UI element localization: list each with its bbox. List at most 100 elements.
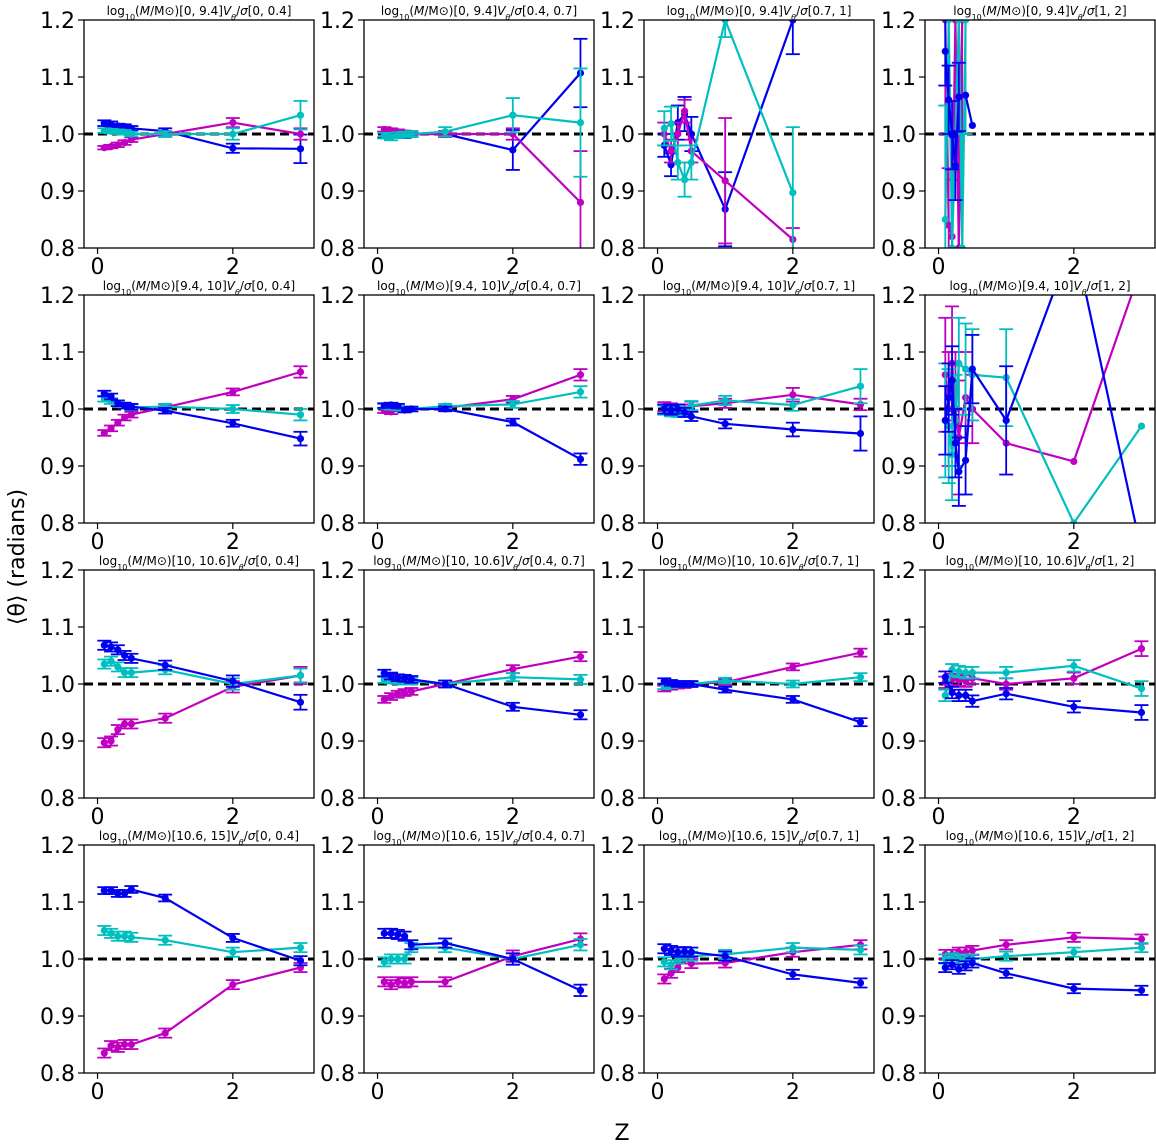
series-line [384, 403, 582, 461]
y-tick-label: 0.9 [600, 1005, 635, 1030]
y-tick-label: 1.2 [320, 559, 355, 584]
panel-grid: 0.8 0.9 1.0 1.1 1.2 0 2 log10(M/M⊙)[0, 9.4]Vθ/σ… [40, 4, 1156, 1105]
y-tick-label: 0.8 [600, 237, 635, 262]
y-tick-label: 0.9 [40, 730, 75, 755]
data-point [856, 649, 865, 657]
series-line [384, 128, 582, 204]
data-point [100, 739, 108, 747]
data-point [1137, 708, 1146, 717]
y-tick-label: 1.0 [600, 398, 635, 423]
x-tick-label: 0 [932, 1080, 946, 1105]
panel-frame [643, 569, 875, 799]
y-tick-label: 1.1 [320, 341, 355, 366]
panel: 0.8 0.9 1.0 1.1 1.2 0 2 log10(M/M⊙)[10.6, 15]Vθ… [40, 829, 315, 1105]
data-point [229, 144, 237, 152]
y-tick-label: 1.2 [40, 559, 75, 584]
data-point [955, 20, 963, 24]
data-point [941, 691, 949, 700]
data-point [394, 978, 402, 986]
y-tick-label: 0.9 [600, 455, 635, 480]
data-point [407, 941, 415, 949]
panel-title: log10(M/M⊙)[10, 10.6]Vθ/σ[0.4, 0.7] [373, 554, 585, 572]
series-group [97, 885, 308, 1059]
data-point [441, 405, 449, 413]
panel-title: log10(M/M⊙)[9.4, 10]Vθ/σ[0, 0.4] [103, 279, 296, 297]
y-tick-label: 1.0 [320, 948, 355, 973]
panel-frame [363, 19, 595, 249]
data-point [1070, 948, 1078, 956]
data-point [1070, 933, 1078, 941]
panel: 0.8 0.9 1.0 1.1 1.2 0 2 log10(M/M⊙)[10, 10.6]Vθ… [881, 554, 1156, 830]
data-point [296, 411, 305, 419]
data-point [789, 970, 797, 978]
data-point [1070, 519, 1078, 523]
y-tick-label: 1.2 [40, 9, 75, 34]
data-point [296, 111, 305, 119]
y-tick-label: 0.8 [320, 787, 355, 812]
data-point [576, 371, 585, 379]
data-point [968, 697, 976, 705]
y-tick-label: 0.9 [320, 730, 355, 755]
data-point [161, 894, 169, 902]
data-point [856, 382, 865, 390]
y-tick-label: 1.1 [600, 891, 635, 916]
data-point [127, 669, 135, 677]
y-tick-label: 1.0 [40, 398, 75, 423]
y-tick-label: 0.9 [881, 730, 916, 755]
data-point [687, 948, 695, 956]
data-point [114, 663, 122, 671]
data-point [941, 416, 949, 424]
data-point [945, 20, 953, 24]
data-point [721, 686, 729, 694]
y-tick-label: 0.8 [600, 1062, 635, 1087]
data-point [856, 673, 865, 681]
y-tick-label: 0.8 [600, 512, 635, 537]
data-point [509, 146, 517, 154]
data-point [127, 136, 135, 144]
y-tick-label: 1.2 [40, 284, 75, 309]
panel-frame [363, 569, 595, 799]
data-point [296, 944, 305, 952]
data-point [107, 392, 115, 401]
data-point [400, 955, 409, 963]
series-group [377, 651, 588, 721]
panel-title: log10(M/M⊙)[9.4, 10]Vθ/σ[0.4, 0.7] [377, 279, 581, 297]
data-point [1002, 669, 1010, 677]
panel-frame [643, 294, 875, 524]
data-point [509, 703, 517, 711]
data-point [1002, 680, 1010, 688]
data-point [387, 692, 395, 701]
data-point [394, 955, 402, 963]
data-point [721, 676, 729, 685]
data-point [1070, 457, 1078, 466]
data-point [127, 720, 135, 728]
series-group [97, 100, 308, 164]
data-point [968, 669, 976, 677]
data-point [951, 162, 960, 170]
data-point [229, 130, 237, 138]
panel: 0.8 0.9 1.0 1.1 1.2 0 2 log10(M/M⊙)[10.6, 15]Vθ… [320, 829, 595, 1105]
x-tick-label: 0 [651, 255, 665, 280]
data-point [576, 986, 585, 994]
data-point [680, 680, 689, 688]
data-point [1137, 986, 1146, 994]
y-tick-label: 1.1 [600, 341, 635, 366]
data-point [127, 654, 135, 662]
data-point [789, 189, 797, 197]
panel-title: log10(M/M⊙)[10, 10.6]Vθ/σ[0, 0.4] [99, 554, 299, 572]
x-tick-label: 2 [786, 805, 800, 830]
y-tick-label: 0.9 [881, 180, 916, 205]
data-point [120, 669, 129, 677]
series-group [657, 20, 800, 248]
x-tick-label: 0 [371, 805, 385, 830]
data-point [509, 400, 517, 409]
data-point [687, 680, 695, 688]
panel-frame [924, 569, 1156, 799]
data-point [674, 405, 682, 413]
data-point [1137, 935, 1146, 943]
data-point [120, 720, 129, 728]
y-tick-label: 0.9 [600, 180, 635, 205]
